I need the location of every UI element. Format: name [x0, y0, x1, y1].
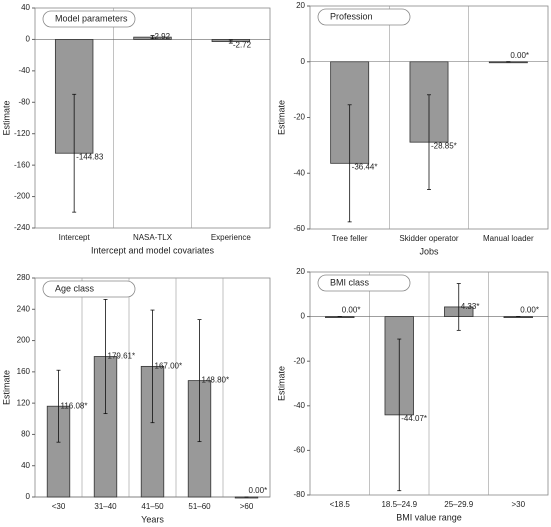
y-tick-label: 200	[17, 336, 31, 345]
x-tick-label: Experience	[211, 233, 252, 242]
subplot: 0 40 80 120 160 200 240 280 Estimate Years Age cla…	[1, 273, 271, 524]
x-tick-label: 51–60	[188, 502, 211, 511]
y-tick-label: -40	[18, 66, 30, 75]
y-tick-label: -80	[293, 490, 305, 499]
value-label: 179.61*	[108, 352, 136, 361]
x-axis-title: BMI value range	[396, 512, 462, 522]
subplot: -80 -60 -40 -20 0 20 Estimate BMI value range BM…	[276, 267, 549, 522]
y-tick-label: 280	[17, 273, 31, 282]
value-label: -28.85*	[431, 141, 457, 150]
y-tick-label: 40	[21, 461, 30, 470]
x-tick-label: Manual loader	[483, 234, 534, 243]
x-tick-label: 31–40	[94, 502, 117, 511]
y-tick-label: 20	[296, 267, 305, 276]
x-tick-label: 25–29.9	[444, 500, 473, 509]
subplot: -240 -200 -160 -120 -80 -40 0 40 Estimate Interce…	[1, 3, 271, 255]
value-label: 0.00*	[342, 306, 361, 315]
value-label: 0.00*	[520, 306, 539, 315]
x-tick-label: <30	[52, 502, 66, 511]
x-tick-label: Intercept	[59, 233, 91, 242]
title-box	[317, 8, 411, 26]
y-tick-label: 0	[26, 492, 31, 501]
x-tick-label: Tree feller	[332, 234, 368, 243]
x-tick-label: <18.5	[330, 500, 351, 509]
y-axis-title: Estimate	[1, 100, 11, 135]
value-label: 0.00*	[249, 486, 268, 495]
y-tick-label: -60	[293, 446, 305, 455]
plot-area	[34, 7, 271, 229]
value-label: -36.44*	[352, 162, 378, 171]
value-label: 148.80*	[202, 376, 230, 385]
y-tick-label: 160	[17, 367, 31, 376]
y-tick-label: 40	[21, 3, 30, 12]
subplot: -60 -40 -20 0 20 Estimate Jobs Profession Tree f…	[276, 1, 549, 256]
y-tick-label: -40	[293, 401, 305, 410]
y-tick-label: -160	[14, 160, 31, 169]
x-tick-label: Skidder operator	[399, 234, 458, 243]
x-axis-title: Jobs	[419, 246, 439, 256]
value-label: 116.08*	[61, 401, 88, 410]
y-axis-title: Estimate	[276, 100, 286, 135]
title-box	[42, 280, 136, 298]
value-label: -144.83	[76, 152, 104, 161]
y-tick-label: -60	[293, 224, 305, 233]
x-tick-label: NASA-TLX	[133, 233, 173, 242]
chart-title: BMI class	[330, 277, 370, 287]
value-label: 0.00*	[510, 51, 529, 60]
y-tick-label: 0	[26, 35, 31, 44]
y-tick-label: -40	[293, 168, 305, 177]
y-tick-label: -120	[14, 129, 31, 138]
x-tick-label: >60	[240, 502, 254, 511]
chart-title: Profession	[330, 11, 373, 21]
y-tick-label: -80	[18, 97, 30, 106]
value-label: -44.07*	[401, 414, 427, 423]
x-tick-label: 18.5–24.9	[381, 500, 417, 509]
y-axis-title: Estimate	[1, 370, 11, 405]
title-box	[317, 274, 411, 292]
x-tick-label: 41–50	[141, 502, 164, 511]
value-label: -2.72	[233, 41, 252, 50]
y-tick-label: 0	[301, 312, 306, 321]
y-tick-label: 80	[21, 430, 30, 439]
value-label: 167.00*	[155, 361, 183, 370]
y-tick-label: -200	[14, 192, 31, 201]
x-axis-title: Years	[141, 514, 164, 524]
y-tick-label: -20	[293, 113, 305, 122]
y-tick-label: 20	[296, 1, 305, 10]
x-axis-title: Intercept and model covariates	[91, 245, 215, 255]
value-label: 2.92	[155, 32, 171, 41]
chart-title: Model parameters	[55, 13, 128, 23]
x-tick-label: >30	[511, 500, 525, 509]
chart-title: Age class	[55, 283, 95, 293]
y-tick-label: -240	[14, 223, 31, 232]
y-tick-label: -20	[293, 356, 305, 365]
title-box	[42, 10, 136, 28]
y-tick-label: 0	[301, 57, 306, 66]
y-tick-label: 240	[17, 304, 31, 313]
y-axis-title: Estimate	[276, 366, 286, 401]
y-tick-label: 120	[17, 398, 31, 407]
value-label: 4.33*	[461, 302, 480, 311]
